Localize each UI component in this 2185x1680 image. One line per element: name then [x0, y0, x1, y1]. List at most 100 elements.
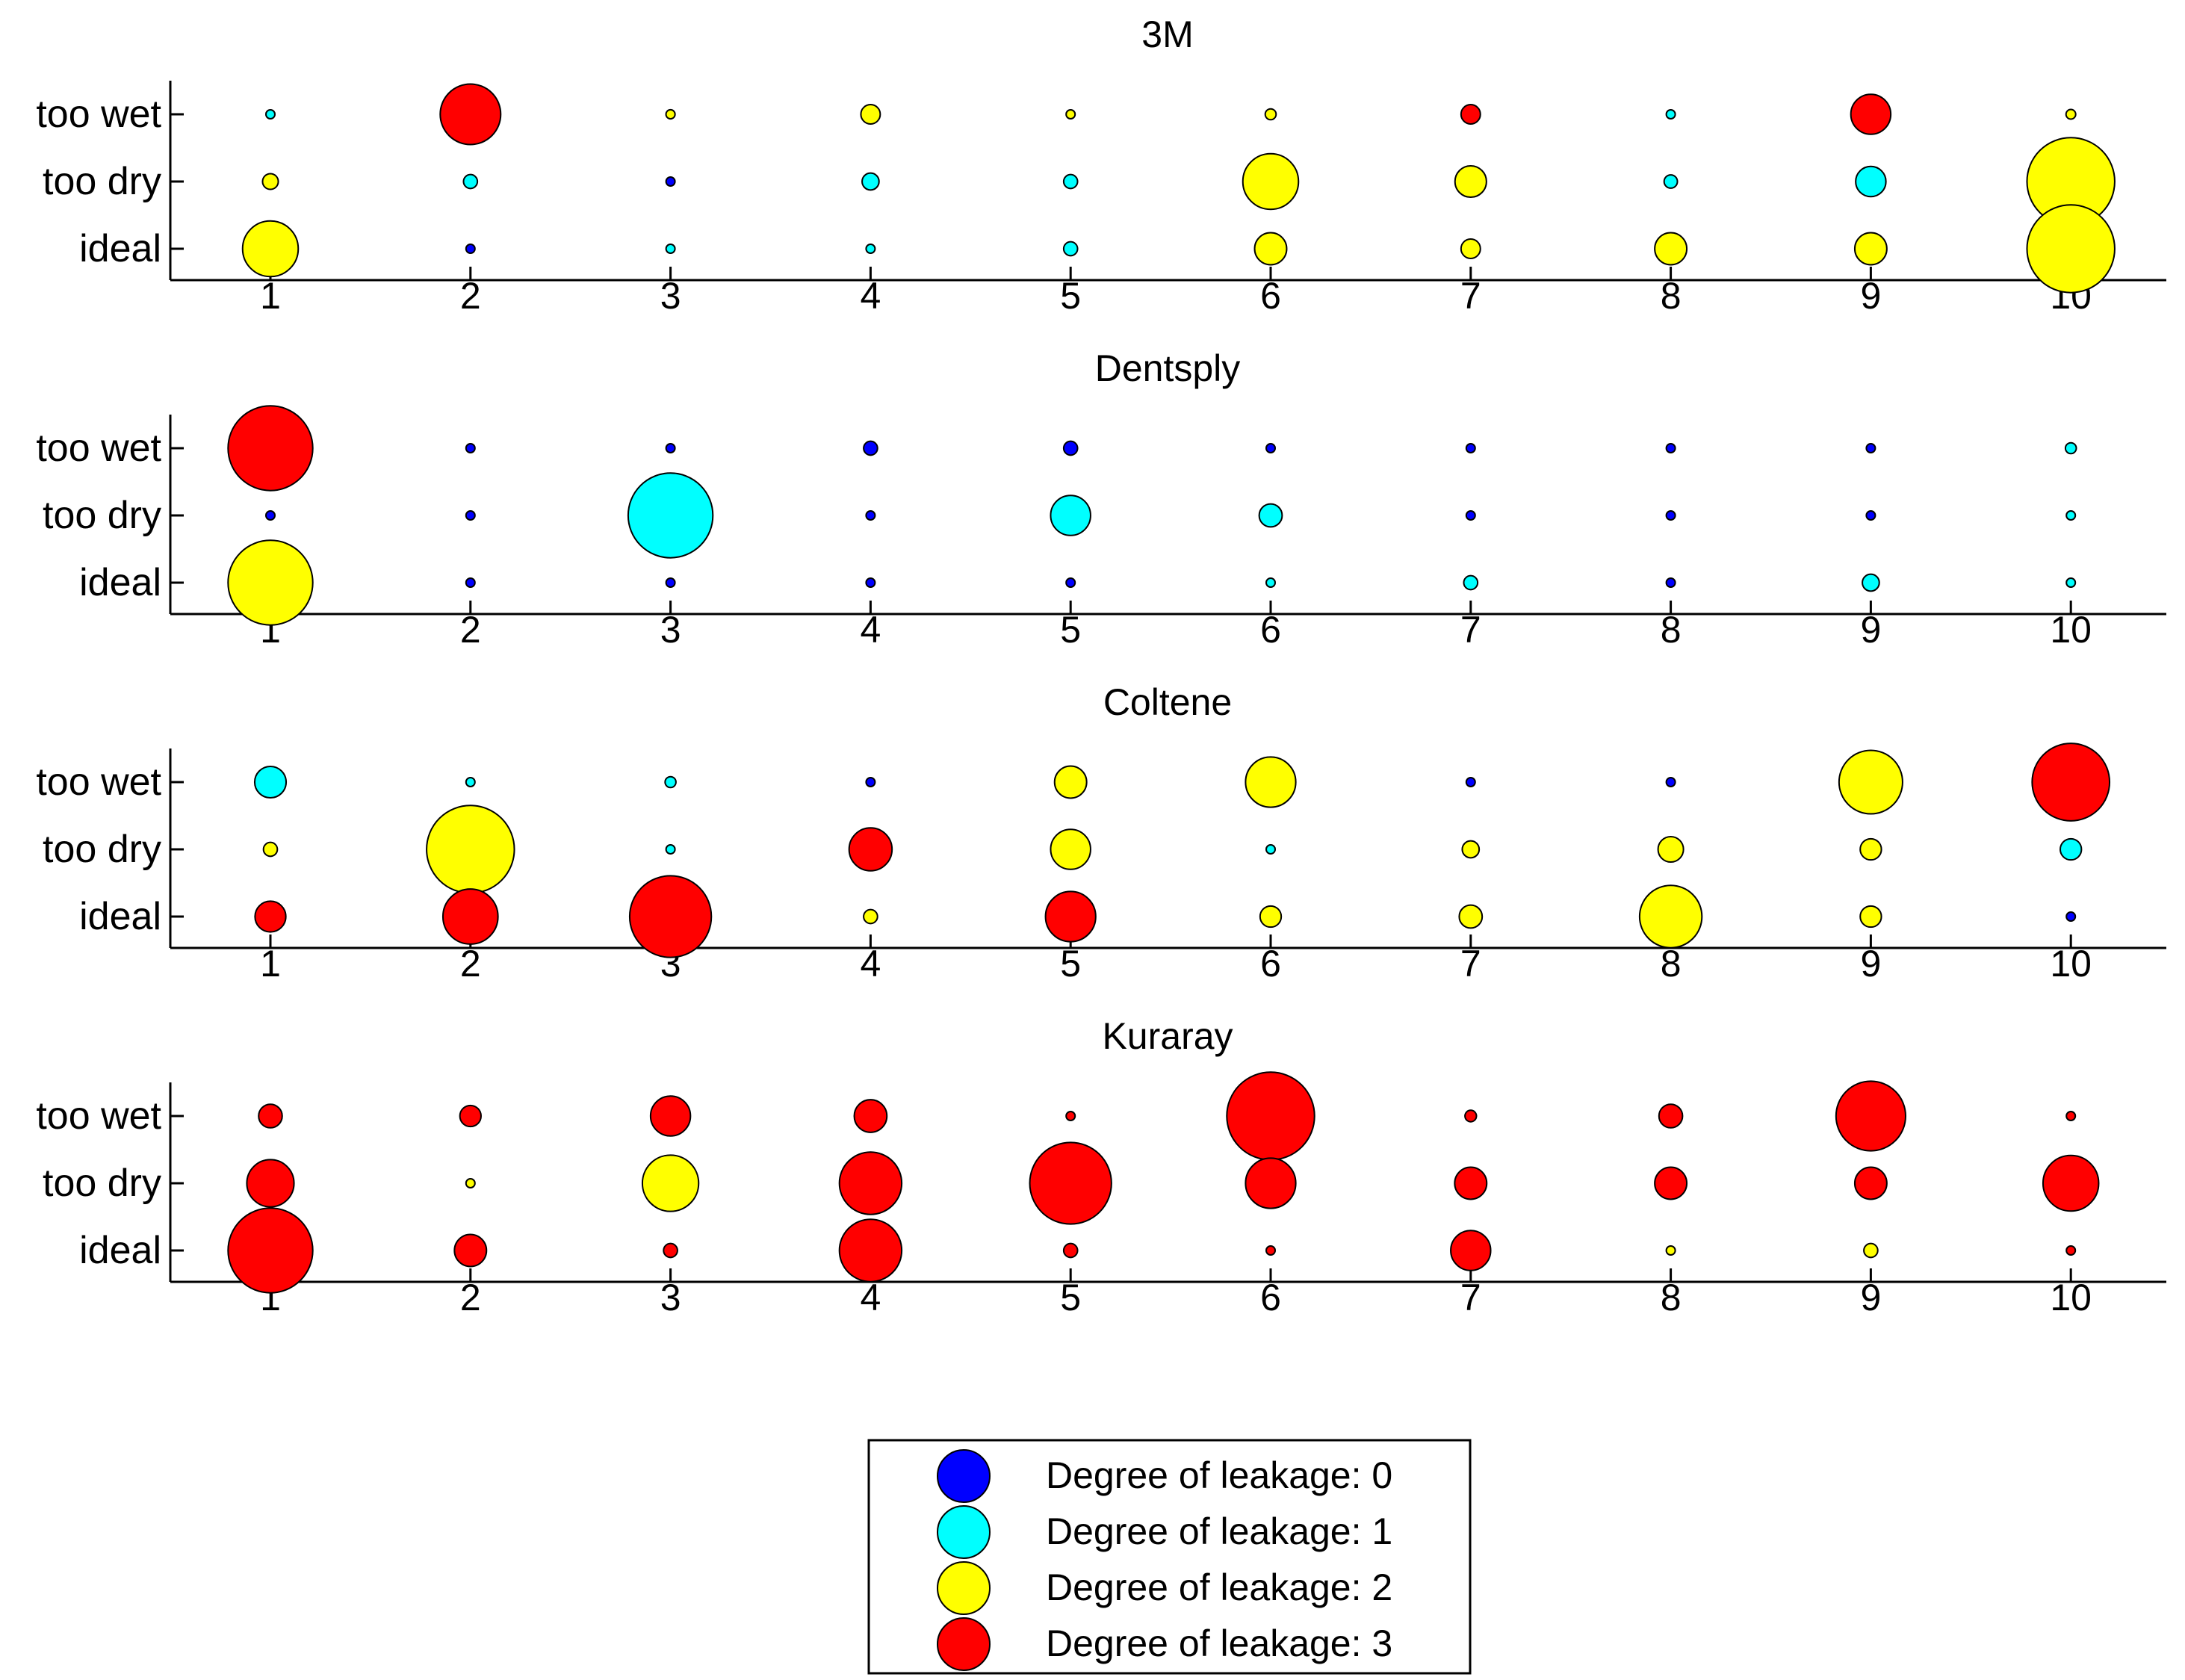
- bubble-too-dry-6: [1245, 1157, 1297, 1209]
- bubble-too-dry-9: [1859, 837, 1882, 861]
- bubble-too-wet-8: [1665, 443, 1676, 453]
- bubble-too-dry-5: [1029, 1141, 1112, 1225]
- bubble-ideal-3: [665, 577, 676, 588]
- bubble-ideal-10: [2065, 1245, 2077, 1256]
- bubble-ideal-9: [1863, 1242, 1879, 1259]
- bubble-ideal-8: [1665, 1245, 1676, 1256]
- x-tick-label: 2: [460, 275, 481, 317]
- bubble-too-dry-10: [2042, 1154, 2100, 1212]
- bubble-ideal-4: [865, 244, 876, 254]
- y-tick-label: too wet: [36, 1094, 161, 1138]
- x-tick-label: 5: [1060, 1277, 1081, 1318]
- panels: 3M too wet too dry ideal 1 2 3 4 5 6 7 8 9 10 Dentsply…: [36, 13, 2166, 1318]
- bubble-too-wet-10: [2065, 1111, 2077, 1121]
- bubble-too-wet-2: [439, 83, 502, 146]
- bubble-too-dry-2: [465, 1178, 476, 1188]
- bubble-too-dry-4: [865, 510, 876, 521]
- bubble-too-wet-6: [1226, 1071, 1315, 1161]
- x-tick-label: 5: [1060, 943, 1081, 985]
- legend-marker-2: [937, 1561, 991, 1615]
- x-tick-label: 1: [260, 275, 281, 317]
- bubble-ideal-8: [1654, 232, 1688, 266]
- x-tick-label: 3: [660, 1277, 681, 1318]
- x-tick-label: 8: [1661, 275, 1682, 317]
- y-tick-label: ideal: [79, 561, 161, 604]
- bubble-too-wet-2: [465, 777, 476, 787]
- bubble-too-wet-3: [649, 1095, 692, 1137]
- bubble-too-wet-6: [1245, 756, 1297, 808]
- x-tick-label: 8: [1661, 609, 1682, 651]
- bubble-too-dry-4: [861, 172, 880, 191]
- bubble-too-dry-7: [1465, 510, 1476, 521]
- bubble-ideal-6: [1253, 232, 1288, 266]
- bubble-ideal-10: [2065, 577, 2077, 588]
- panel-title: Dentsply: [1095, 347, 1241, 389]
- x-tick-label: 9: [1860, 943, 1881, 985]
- x-tick-label: 6: [1260, 609, 1281, 651]
- bubble-too-dry-1: [246, 1159, 295, 1208]
- legend: Degree of leakage: 0 Degree of leakage: …: [867, 1439, 1472, 1675]
- bubble-ideal-6: [1265, 577, 1276, 588]
- y-tick-label: too wet: [36, 427, 161, 470]
- bubble-ideal-1: [227, 1207, 314, 1294]
- bubble-ideal-10: [2065, 911, 2077, 922]
- bubble-too-dry-2: [462, 173, 479, 190]
- bubble-too-dry-8: [1654, 1166, 1688, 1200]
- bubble-too-wet-1: [265, 109, 276, 120]
- bubble-too-dry-4: [848, 827, 893, 872]
- y-tick-label: ideal: [79, 895, 161, 938]
- legend-label-0: Degree of leakage: 0: [1046, 1454, 1392, 1496]
- bubble-ideal-5: [1062, 241, 1079, 257]
- bubble-too-dry-5: [1050, 495, 1091, 536]
- bubble-ideal-2: [453, 1233, 488, 1268]
- bubble-too-dry-9: [1853, 1166, 1888, 1200]
- bubble-too-wet-9: [1850, 93, 1892, 135]
- x-tick-label: 2: [460, 943, 481, 985]
- bubble-too-dry-9: [1865, 510, 1876, 521]
- x-tick-label: 7: [1460, 609, 1481, 651]
- y-tick-label: too dry: [43, 494, 161, 537]
- x-tick-label: 9: [1860, 1277, 1881, 1318]
- legend-label-2: Degree of leakage: 2: [1046, 1566, 1392, 1608]
- bubble-too-dry-1: [265, 510, 276, 521]
- y-tick-label: too dry: [43, 1162, 161, 1205]
- x-tick-label: 2: [460, 609, 481, 651]
- x-tick-label: 10: [2050, 943, 2092, 985]
- bubble-too-dry-6: [1258, 503, 1283, 528]
- bubble-ideal-6: [1259, 905, 1283, 929]
- bubble-too-dry-3: [665, 844, 676, 855]
- bubble-too-dry-1: [261, 173, 279, 190]
- bubble-too-dry-3: [665, 176, 676, 187]
- bubble-too-dry-7: [1454, 164, 1487, 199]
- panel-title: Kuraray: [1102, 1015, 1233, 1057]
- bubble-ideal-8: [1638, 884, 1703, 949]
- bubble-ideal-4: [865, 577, 876, 588]
- x-tick-label: 4: [860, 1277, 881, 1318]
- bubble-ideal-7: [1450, 1230, 1492, 1271]
- bubble-too-dry-3: [641, 1154, 700, 1212]
- y-tick-label: too wet: [36, 93, 161, 136]
- bubble-too-dry-10: [2065, 510, 2077, 521]
- bubble-too-wet-5: [1062, 440, 1079, 456]
- bubble-too-wet-8: [1665, 109, 1676, 120]
- bubble-too-dry-7: [1461, 840, 1481, 859]
- panel-title: Coltene: [1103, 681, 1232, 723]
- bubble-ideal-9: [1862, 573, 1880, 592]
- bubble-ideal-3: [628, 875, 713, 958]
- bubble-too-wet-1: [253, 765, 288, 799]
- bubble-too-wet-9: [1865, 443, 1876, 453]
- bubble-ideal-7: [1463, 574, 1479, 591]
- x-tick-label: 5: [1060, 609, 1081, 651]
- x-tick-label: 6: [1260, 275, 1281, 317]
- bubble-too-wet-3: [665, 443, 676, 453]
- bubble-too-wet-3: [664, 775, 677, 789]
- bubble-ideal-2: [441, 888, 499, 945]
- bubble-ideal-5: [1065, 577, 1076, 588]
- panel-title: 3M: [1141, 13, 1193, 55]
- bubble-too-wet-5: [1053, 765, 1088, 799]
- bubble-too-wet-1: [227, 405, 314, 492]
- x-tick-label: 8: [1661, 1277, 1682, 1318]
